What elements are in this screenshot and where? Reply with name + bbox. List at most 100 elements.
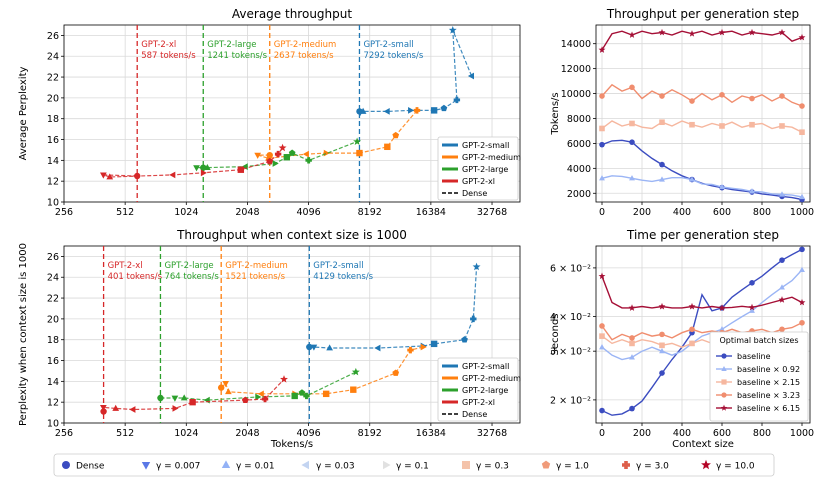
data-point-large — [298, 389, 306, 396]
panel-avg_throughput: Average throughput Average Perplexity 256 5… — [18, 7, 521, 218]
series-line — [601, 30, 803, 51]
data-point — [749, 95, 755, 102]
data-point-small — [374, 344, 381, 352]
y-tick-label: 16 — [47, 356, 59, 367]
y-axis-label: Perplexity when context size is 1000 — [18, 243, 29, 426]
data-point — [599, 333, 605, 339]
legend-label: Dense — [462, 410, 487, 419]
y-tick-label: 26 — [47, 252, 59, 263]
data-point-small — [326, 344, 333, 351]
data-point-small — [453, 96, 461, 104]
data-point-small — [310, 344, 318, 351]
plot-frame — [63, 245, 521, 424]
data-point-medium — [350, 386, 357, 393]
data-point-medium — [392, 131, 400, 139]
x-tick-label: 16384 — [416, 207, 446, 218]
x-tick-label: 512 — [116, 207, 134, 218]
data-point — [798, 33, 806, 41]
data-point — [599, 141, 605, 148]
y-axis-label: Tokens/s — [550, 92, 561, 135]
vline-label-small: GPT-2-small 7292 tokens/s — [363, 40, 423, 61]
legend-label: GPT-2-medium — [462, 153, 521, 162]
y-tick-label: 20 — [47, 314, 59, 325]
data-point-medium — [407, 346, 414, 354]
x-tick-label: 1000 — [790, 207, 814, 218]
bottom-legend-marker — [62, 461, 70, 469]
x-tick-label: 32768 — [477, 428, 507, 439]
data-point — [599, 175, 605, 181]
bottom-legend-marker — [701, 459, 711, 470]
vline-label-xl: GPT-2-xl 401 tokens/s — [108, 261, 163, 282]
vline-label-line: GPT-2-small — [363, 40, 413, 50]
series-line-small — [309, 266, 478, 349]
data-point-large — [303, 392, 310, 400]
data-point — [629, 175, 635, 181]
data-point — [779, 93, 785, 99]
x-tick-label: 600 — [713, 428, 731, 439]
data-point-medium — [384, 143, 391, 151]
vline-label-small: GPT-2-small 4129 tokens/s — [313, 261, 373, 282]
x-tick-label: 256 — [55, 428, 73, 439]
data-point — [659, 93, 665, 99]
data-point-medium — [392, 369, 400, 376]
data-point — [659, 119, 665, 126]
data-point-medium — [225, 388, 232, 395]
x-tick-label: 8192 — [358, 207, 382, 218]
vline-label-line: 1521 tokens/s — [225, 272, 285, 282]
x-tick-label: 400 — [673, 428, 691, 439]
bottom-legend-marker — [462, 461, 470, 469]
data-point — [659, 331, 665, 338]
legend-marker — [721, 392, 727, 398]
data-point-medium — [420, 343, 427, 351]
vline-label-xl: GPT-2-xl 587 tokens/s — [141, 40, 196, 61]
data-point-xl — [200, 169, 207, 177]
series-line — [601, 269, 803, 361]
data-point-large — [193, 165, 200, 172]
data-point — [658, 28, 666, 36]
x-axis-label: Context size — [672, 439, 734, 450]
data-point-xl — [100, 404, 107, 412]
vline-label-line: GPT-2-xl — [108, 261, 143, 271]
legend-box — [709, 331, 809, 422]
x-tick-label: 400 — [673, 207, 691, 218]
series-line — [601, 248, 803, 416]
data-point — [629, 340, 635, 347]
data-point — [629, 335, 635, 341]
data-point-large — [305, 157, 312, 164]
series-line — [601, 120, 803, 133]
y-tick-label: 10000 — [561, 89, 591, 100]
x-tick-label: 2048 — [235, 428, 259, 439]
data-point-large — [283, 154, 291, 161]
data-point-large — [157, 394, 164, 402]
y-tick-label: 10 — [47, 198, 59, 209]
legend: Optimal batch sizes baseline baseline × 0.… — [709, 331, 809, 422]
vline-label-large: GPT-2-large 764 tokens/s — [164, 261, 219, 282]
data-point — [598, 272, 606, 280]
y-tick-label: 18 — [47, 114, 59, 125]
legend-label: GPT-2-large — [462, 386, 508, 395]
data-point — [629, 405, 635, 412]
series-line — [601, 322, 803, 341]
legend-label: GPT-2-small — [462, 362, 509, 371]
y-axis-label: Average Perplexity — [18, 67, 29, 161]
vline-label-medium: GPT-2-medium 1521 tokens/s — [225, 261, 288, 282]
y-tick-label: 20 — [47, 93, 59, 104]
bottom-legend-marker — [141, 462, 151, 470]
data-point-medium — [257, 390, 264, 398]
y-axis-label: Seconds — [550, 313, 561, 355]
data-point-xl — [261, 395, 269, 403]
data-point-small — [408, 107, 415, 114]
y-tick-label: 24 — [47, 273, 59, 284]
x-tick-label: 32768 — [477, 207, 507, 218]
y-tick-label: 22 — [47, 294, 59, 305]
vline-label-line: 2637 tokens/s — [274, 51, 334, 61]
data-point — [599, 93, 605, 99]
panel-time_per_step: Time per generation step Seconds Context s… — [550, 228, 814, 450]
vline-label-line: 587 tokens/s — [141, 51, 196, 61]
series-line — [601, 83, 803, 107]
data-point — [689, 121, 695, 128]
data-point — [628, 304, 636, 311]
data-point — [659, 342, 665, 349]
data-point-medium — [322, 390, 330, 398]
